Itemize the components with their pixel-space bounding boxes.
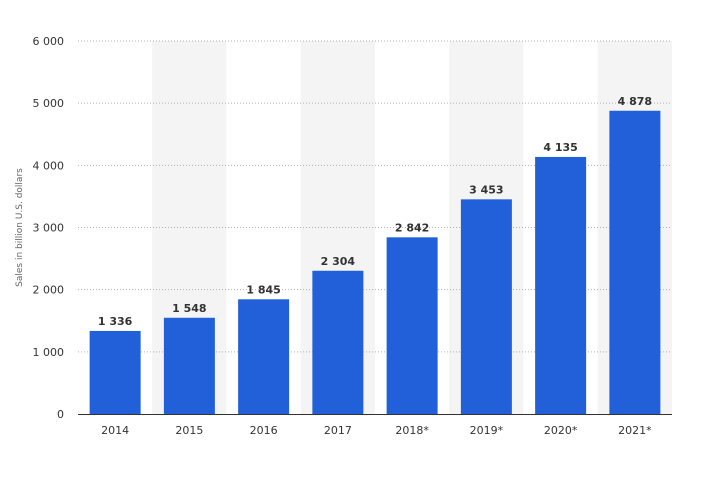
bar-2019 — [460, 199, 512, 414]
bar-2016 — [238, 299, 290, 414]
data-label: 3 453 — [469, 183, 503, 196]
data-label: 1 336 — [98, 315, 133, 328]
x-tick-label: 2020* — [544, 424, 578, 437]
y-tick-label: 1 000 — [33, 346, 65, 359]
data-label: 2 304 — [321, 255, 356, 268]
y-tick-label: 2 000 — [33, 284, 65, 297]
data-label: 2 842 — [395, 221, 429, 234]
data-label: 1 845 — [246, 283, 280, 296]
x-axis-ticks: 2014 2015 2016 2017 2018* 2019* 2020* 2021* — [101, 424, 652, 437]
y-tick-label: 4 000 — [33, 159, 65, 172]
data-label: 4 135 — [543, 141, 577, 154]
y-axis-title: Sales in billion U.S. dollars — [15, 168, 25, 287]
bar-2017 — [312, 270, 364, 414]
bars — [89, 110, 661, 414]
x-tick-label: 2014 — [101, 424, 129, 437]
data-label: 4 878 — [618, 95, 652, 108]
y-tick-label: 5 000 — [33, 97, 65, 110]
x-tick-label: 2015 — [175, 424, 203, 437]
x-tick-label: 2019* — [470, 424, 504, 437]
bar-2018 — [386, 237, 438, 414]
y-axis-ticks: 0 1 000 2 000 3 000 4 000 5 000 6 000 — [33, 35, 65, 421]
y-tick-label: 6 000 — [33, 35, 65, 48]
y-tick-label: 0 — [57, 408, 64, 421]
x-tick-label: 2021* — [618, 424, 652, 437]
x-tick-label: 2018* — [395, 424, 429, 437]
x-tick-label: 2016 — [250, 424, 278, 437]
bar-2020 — [535, 156, 587, 414]
data-label: 1 548 — [172, 302, 206, 315]
x-tick-label: 2017 — [324, 424, 352, 437]
bar-2021 — [609, 110, 661, 414]
data-labels: 1 336 1 548 1 845 2 304 2 842 3 453 4 135 4 878 — [98, 95, 652, 328]
y-tick-label: 3 000 — [33, 222, 65, 235]
bar-2015 — [163, 317, 215, 414]
bar-2014 — [89, 330, 141, 414]
